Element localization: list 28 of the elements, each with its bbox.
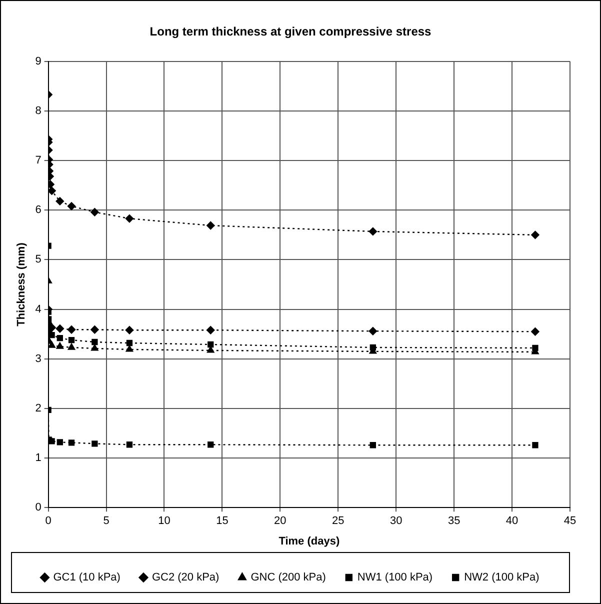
x-tick-label: 15 [216, 515, 228, 528]
x-tick-label: 10 [158, 515, 170, 528]
x-tick-label: 5 [103, 515, 110, 528]
y-axis-title: Thickness (mm) [16, 242, 28, 326]
y-tick-label: 9 [35, 55, 42, 68]
y-tick-label: 4 [35, 303, 42, 316]
chart-title: Long term thickness at given compressive stress [150, 24, 432, 39]
y-tick-label: 1 [35, 452, 42, 464]
x-axis-title: Time (days) [278, 535, 340, 548]
y-tick-label: 8 [35, 105, 42, 118]
y-tick-label: 2 [35, 402, 42, 414]
x-tick-label: 45 [564, 515, 576, 528]
y-tick-label: 5 [35, 254, 42, 266]
y-tick-label: 0 [35, 502, 42, 514]
x-tick-label: 35 [448, 515, 460, 528]
x-tick-label: 20 [274, 515, 286, 528]
x-tick-label: 25 [332, 515, 344, 528]
y-tick-label: 3 [35, 352, 42, 365]
legend-label: GC1 (10 kPa) [53, 572, 120, 584]
legend-label: NW2 (100 kPa) [464, 572, 540, 584]
legend-label: GC2 (20 kPa) [152, 572, 220, 584]
legend-label: NW1 (100 kPa) [357, 572, 433, 584]
y-tick-label: 7 [35, 154, 42, 167]
legend-label: GNC (200 kPa) [250, 572, 326, 584]
x-tick-label: 30 [390, 515, 402, 528]
y-tick-label: 6 [35, 204, 42, 216]
x-tick-label: 40 [506, 515, 518, 528]
x-tick-label: 0 [45, 515, 52, 528]
